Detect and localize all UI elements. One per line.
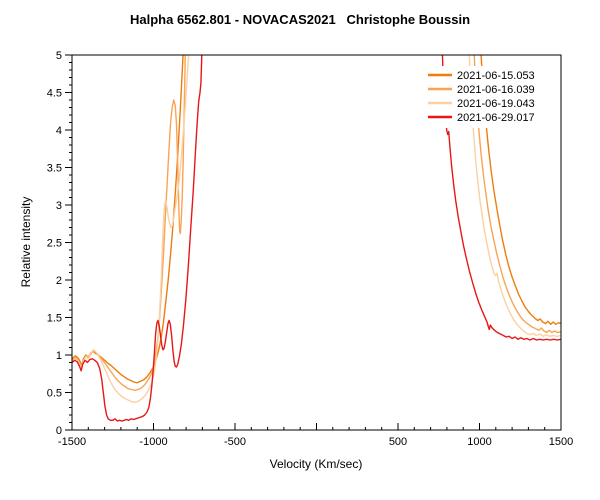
series-line-0	[72, 55, 561, 384]
legend: 2021-06-15.053 2021-06-16.039 2021-06-19.0…	[424, 66, 548, 128]
y-tick-label: 0.5	[47, 388, 62, 400]
legend-label: 2021-06-15.053	[457, 70, 535, 82]
x-tick-label: -1000	[139, 436, 167, 448]
axes-group: -1500 -1000 -500 500 1000 1500 0 0.5 1 1.5 2 2.5 3 3.…	[47, 50, 574, 448]
y-tick-label: 1	[56, 350, 62, 362]
x-axis-label: Velocity (Km/sec)	[270, 457, 363, 471]
chart-title: Halpha 6562.801 - NOVACAS2021 Christophe…	[130, 12, 470, 27]
y-tick-label: 2	[56, 275, 62, 287]
series-line-1	[72, 55, 561, 391]
y-tick-label: 5	[56, 50, 62, 62]
x-tick-label: 500	[389, 436, 407, 448]
legend-item: 2021-06-29.017	[428, 112, 535, 124]
series-line-2	[72, 55, 561, 403]
y-tick-label: 3	[56, 200, 62, 212]
y-tick-label: 3.5	[47, 163, 62, 175]
legend-label: 2021-06-19.043	[457, 98, 535, 110]
series-line-3	[72, 55, 561, 422]
y-tick-label: 0	[56, 425, 62, 437]
series-group	[72, 55, 561, 422]
y-tick-label: 4	[56, 125, 62, 137]
x-tick-label: 1500	[549, 436, 573, 448]
legend-label: 2021-06-29.017	[457, 112, 535, 124]
x-tick-label: -500	[224, 436, 246, 448]
legend-item: 2021-06-19.043	[428, 98, 535, 110]
y-tick-label: 4.5	[47, 88, 62, 100]
x-tick-label: 1000	[467, 436, 491, 448]
legend-item: 2021-06-16.039	[428, 84, 535, 96]
y-tick-label: 2.5	[47, 238, 62, 250]
legend-label: 2021-06-16.039	[457, 84, 535, 96]
y-tick-label: 1.5	[47, 313, 62, 325]
x-tick-label: -1500	[58, 436, 86, 448]
legend-item: 2021-06-15.053	[428, 70, 535, 82]
y-axis-label: Relative intensity	[19, 197, 33, 288]
